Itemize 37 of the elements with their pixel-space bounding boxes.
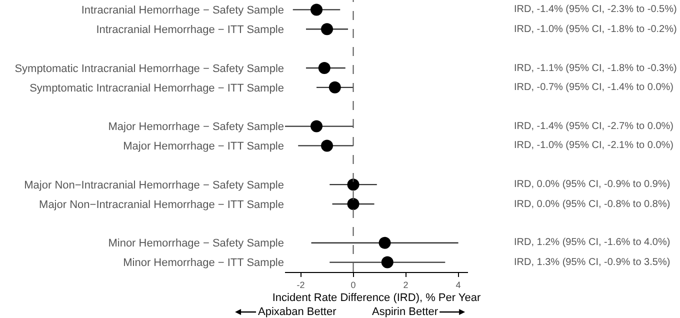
y-tick-label: Minor Hemorrhage − ITT Sample xyxy=(123,257,284,270)
x-tick-label: 4 xyxy=(456,280,461,290)
point xyxy=(328,81,341,94)
point xyxy=(347,198,360,210)
x-tick-label: 2 xyxy=(403,280,408,290)
text: Apixaban Better xyxy=(258,306,337,318)
x-tick-label: 0 xyxy=(350,280,356,290)
point xyxy=(321,140,334,152)
y-tick-label: Major Non−Intracranial Hemorrhage − ITT Sample xyxy=(39,198,284,211)
y-tick-label: Symptomatic Intracranial Hemorrhage − Safety Sample xyxy=(14,62,284,75)
y-tick-label: Symptomatic Intracranial Hemorrhage − ITT Sample xyxy=(30,82,284,94)
point xyxy=(310,120,323,132)
y-tick-label: Intracranial Hemorrhage − ITT Sample xyxy=(96,24,284,36)
y-tick-label: Major Non−Intracranial Hemorrhage − Safety Sample xyxy=(24,179,284,192)
data-label: IRD, 1.3% (95% CI, -0.9% to 3.5%) xyxy=(514,257,670,268)
point xyxy=(347,178,360,191)
point xyxy=(310,4,323,16)
y-tick-label: Intracranial Hemorrhage − Safety Sample xyxy=(81,4,284,17)
data-label: IRD, -1.1% (95% CI, -1.8% to -0.3%) xyxy=(514,63,677,74)
data-label: IRD, 1.2% (95% CI, -1.6% to 4.0%) xyxy=(514,237,670,248)
data-label: IRD, -1.4% (95% CI, -2.7% to 0.0%) xyxy=(514,121,674,132)
data-label: IRD, -1.4% (95% CI, -2.3% to -0.5%) xyxy=(514,4,677,15)
y-tick-label: Major Hemorrhage − ITT Sample xyxy=(123,140,284,153)
data-label: IRD, 0.0% (95% CI, -0.9% to 0.9%) xyxy=(514,179,670,190)
point xyxy=(318,62,330,74)
x-tick-label: -2 xyxy=(296,280,305,290)
text: Aspirin Better xyxy=(372,306,438,318)
point xyxy=(321,23,334,36)
data-label: IRD, -1.0% (95% CI, -1.8% to -0.2%) xyxy=(514,24,677,35)
x-axis-title: Incident Rate Difference (IRD), % Per Year xyxy=(272,292,481,304)
point xyxy=(381,256,394,268)
point xyxy=(378,236,391,249)
data-label: IRD, -0.7% (95% CI, -1.4% to 0.0%) xyxy=(514,82,674,93)
y-tick-label: Minor Hemorrhage − Safety Sample xyxy=(108,238,284,250)
y-tick-label: Major Hemorrhage − Safety Sample xyxy=(108,121,284,134)
data-label: IRD, 0.0% (95% CI, -0.8% to 0.8%) xyxy=(514,199,670,210)
data-label: IRD, -1.0% (95% CI, -2.1% to 0.0%) xyxy=(514,140,674,151)
